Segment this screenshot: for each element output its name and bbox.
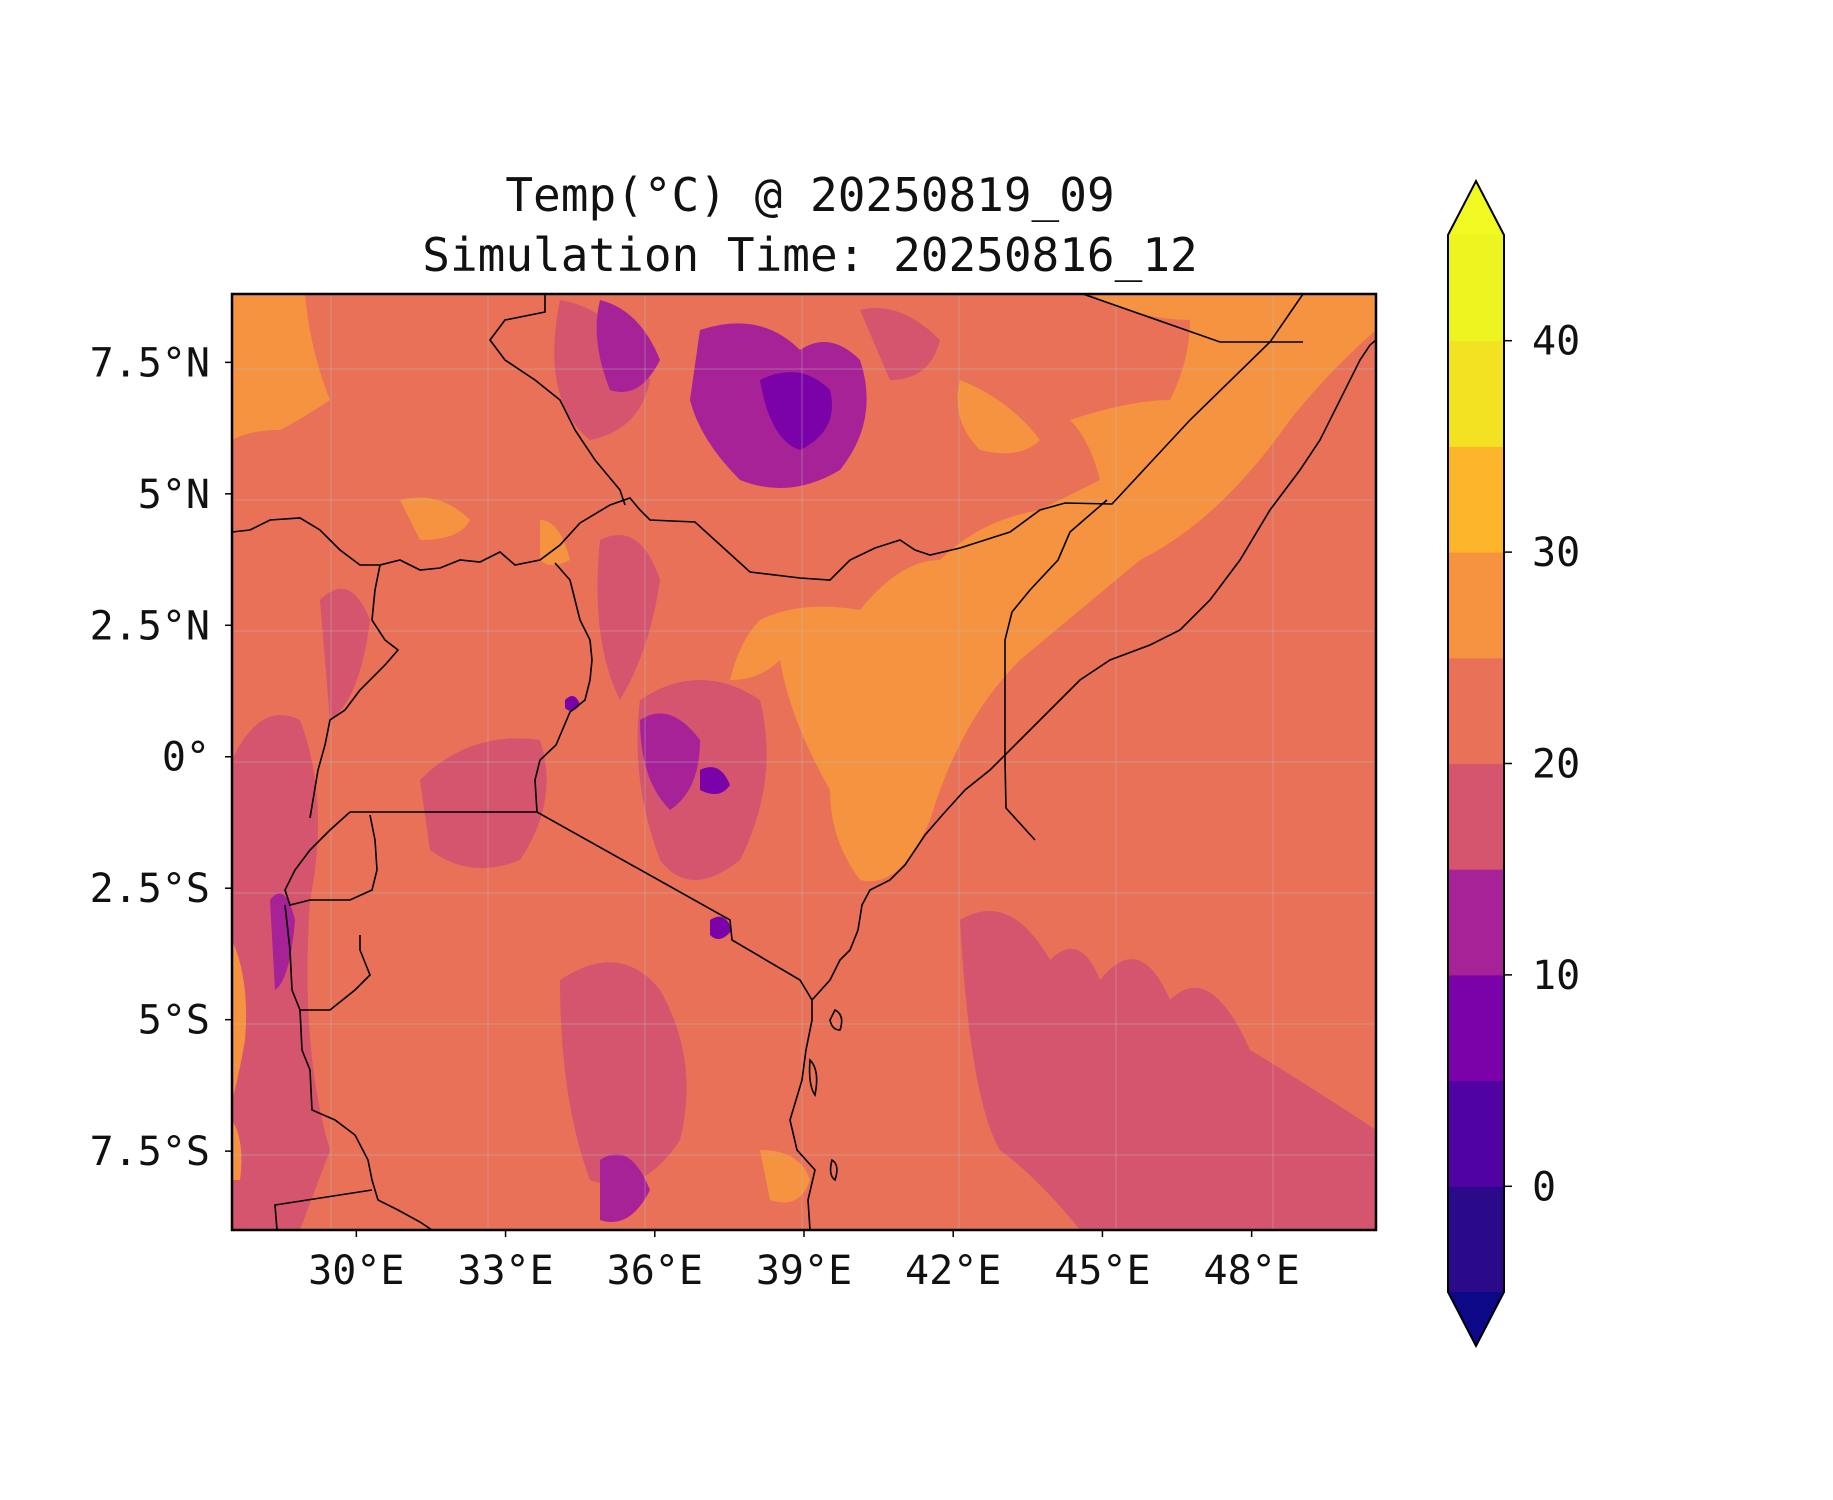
colorbar-band — [1448, 235, 1504, 342]
x-tick-label: 30°E — [308, 1248, 404, 1294]
colorbar-band — [1448, 869, 1504, 976]
colorbar-band — [1448, 657, 1504, 764]
colorbar-tick-label: 0 — [1532, 1164, 1556, 1210]
y-tick-label: 0° — [162, 735, 210, 781]
x-tick-label: 42°E — [905, 1248, 1001, 1294]
map-title-line-1: Temp(°C) @ 20250819_09 — [505, 168, 1115, 222]
y-tick-label: 2.5°S — [90, 866, 210, 912]
colorbar-tick-label: 40 — [1532, 319, 1580, 365]
colorbar-band — [1448, 340, 1504, 447]
y-axis-ticks: 7.5°N 5°N 2.5°N 0° 2.5°S 5°S 7.5°S — [90, 340, 232, 1175]
colorbar-band — [1448, 552, 1504, 659]
temperature-band-20-25 — [232, 300, 1376, 1230]
country-borders — [232, 294, 1376, 1230]
colorbar-tick-label: 30 — [1532, 530, 1580, 576]
temperature-band-30-35 — [232, 294, 1376, 1203]
colorbar-band — [1448, 1080, 1504, 1187]
y-tick-label: 5°S — [138, 998, 210, 1044]
x-tick-label: 48°E — [1203, 1248, 1299, 1294]
x-tick-label: 39°E — [756, 1248, 852, 1294]
colorbar-band — [1448, 446, 1504, 553]
colorbar-band — [1448, 1186, 1504, 1293]
colorbar-outline — [1447, 178, 1505, 1349]
y-tick-label: 7.5°S — [90, 1129, 210, 1175]
gridlines — [232, 294, 1376, 1230]
y-tick-label: 7.5°N — [90, 340, 210, 386]
y-tick-label: 2.5°N — [90, 603, 210, 649]
colorbar-extend-low — [1448, 1292, 1504, 1346]
colorbar-extend-high — [1448, 181, 1504, 235]
colorbar-tick-label: 20 — [1532, 742, 1580, 788]
colorbar-tick-label: 10 — [1532, 953, 1580, 999]
temperature-band-10-15 — [565, 372, 832, 939]
colorbar-band — [1448, 974, 1504, 1082]
x-tick-label: 36°E — [607, 1248, 703, 1294]
x-tick-label: 33°E — [457, 1248, 553, 1294]
x-axis-ticks: 30°E 33°E 36°E 39°E 42°E 45°E 48°E — [308, 1230, 1300, 1294]
y-tick-label: 5°N — [138, 472, 210, 518]
x-tick-label: 45°E — [1054, 1248, 1150, 1294]
map-panel — [232, 294, 1376, 1230]
map-title-line-2: Simulation Time: 20250816_12 — [422, 228, 1198, 282]
colorbar: 0 10 20 30 40 — [1447, 178, 1580, 1349]
colorbar-band — [1448, 763, 1504, 870]
